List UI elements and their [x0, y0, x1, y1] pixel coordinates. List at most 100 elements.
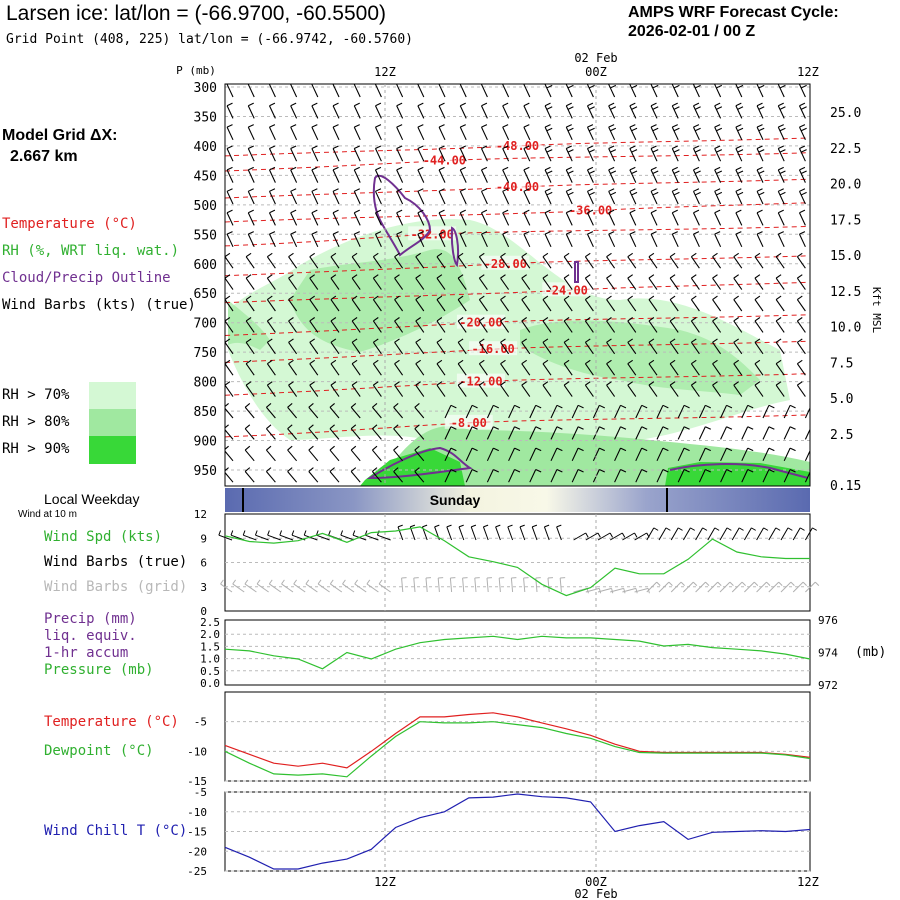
- wind-speed-tick: 12: [194, 508, 207, 521]
- surface-barb-flag: [218, 530, 222, 536]
- wind-barb-flag: [683, 469, 690, 473]
- wind-barb-staff: [529, 447, 537, 462]
- wind-barb-staff: [330, 384, 340, 397]
- surface-barb-flag: [611, 588, 614, 594]
- wind-barb-staff: [288, 277, 298, 290]
- surface-barb-grid: [634, 587, 649, 593]
- isotherm-line: [225, 340, 810, 363]
- wind-barb-flag: [669, 295, 676, 300]
- wind-barb-staff: [677, 469, 685, 483]
- wind-barb-staff: [353, 233, 361, 248]
- weekday-band: [225, 488, 810, 512]
- legend-rh70-swatch: [89, 382, 136, 409]
- top-tick-00z: 00Z: [585, 65, 607, 79]
- surface-barb-flag: [799, 527, 805, 531]
- legend-wind-barbs: Wind Barbs (kts) (true): [2, 297, 196, 313]
- wind-barb-flag: [245, 359, 252, 365]
- wind-barb-staff: [735, 191, 743, 205]
- wind-barb-staff: [775, 299, 785, 312]
- wind-barb-staff: [648, 299, 658, 312]
- wind-barb-staff: [671, 126, 679, 141]
- wind-barb-flag: [610, 149, 617, 153]
- wind-barb-flag: [493, 404, 499, 409]
- wind-barb-flag: [705, 447, 711, 452]
- wind-barb-flag: [735, 209, 742, 214]
- wind-barb-staff: [804, 406, 810, 419]
- wind-barb-staff: [486, 405, 494, 419]
- surface-barb-flag: [303, 530, 307, 536]
- wind-barb-flag: [799, 124, 806, 128]
- wind-barb-flag: [375, 102, 382, 107]
- precip-tick: 2.5: [200, 616, 220, 629]
- surface-barb-true: [573, 532, 586, 541]
- surface-barb-grid: [658, 581, 670, 593]
- isotherm-label: -32.00: [411, 227, 454, 241]
- wind-barb-flag: [778, 231, 784, 235]
- wind-barb-staff: [606, 363, 616, 376]
- surface-barb-flag: [519, 524, 525, 528]
- wind-barb-flag: [457, 381, 464, 386]
- wind-barb-flag: [354, 166, 360, 171]
- wind-barb-staff: [394, 299, 404, 312]
- wind-barb-flag: [650, 209, 657, 214]
- wind-barb-flag: [226, 166, 233, 171]
- wind-barb-flag: [631, 149, 638, 153]
- wind-barb-flag: [747, 426, 754, 430]
- surface-barb-grid: [244, 583, 257, 593]
- wind-barb-flag: [436, 359, 443, 365]
- wind-barb-staff: [438, 126, 446, 141]
- surface-barb-true: [585, 532, 599, 541]
- bottom-tick-12z-a: 12Z: [374, 875, 396, 889]
- wind-barb-staff: [396, 105, 404, 119]
- wind-barb-flag: [768, 426, 775, 430]
- surface-barb-flag: [340, 530, 344, 536]
- wind-barb-staff: [608, 169, 616, 183]
- wind-barb-flag: [567, 149, 574, 153]
- wind-barb-flag: [683, 447, 690, 452]
- wind-barb-flag: [225, 338, 231, 343]
- wind-barb-staff: [351, 320, 361, 333]
- wind-barb-staff: [265, 428, 276, 440]
- wind-barb-flag: [737, 170, 744, 175]
- surface-barb-grid: [293, 583, 306, 593]
- surface-barb-true: [543, 526, 550, 541]
- pressure-tick-label: 850: [194, 405, 217, 420]
- wind-barb-staff: [436, 277, 446, 290]
- wind-barb-flag: [587, 124, 594, 128]
- wind-barb-flag: [585, 359, 591, 365]
- surface-barb-true: [634, 532, 647, 541]
- wind-barb-staff: [353, 212, 361, 226]
- surface-barb-true: [597, 532, 611, 541]
- surface-barb-true: [743, 527, 752, 541]
- wind-barb-flag: [599, 426, 605, 430]
- wind-barb-flag: [269, 209, 276, 214]
- wind-barb-flag: [797, 359, 803, 365]
- wind-barb-staff: [268, 233, 276, 248]
- wind-barb-staff: [415, 299, 425, 312]
- surface-barb-flag: [726, 527, 732, 531]
- wind-barb-flag: [266, 424, 272, 430]
- wind-barb-flag: [436, 252, 443, 258]
- surface-barb-true: [658, 527, 667, 541]
- wind-barb-staff: [247, 233, 255, 248]
- surface-barb-true: [218, 534, 233, 541]
- wind-barb-flag: [733, 295, 740, 300]
- wind-barb-flag: [577, 447, 584, 452]
- wind-barb-flag: [450, 469, 457, 473]
- wind-barb-flag: [672, 209, 678, 214]
- wind-barb-staff: [698, 426, 706, 440]
- wind-barb-flag: [471, 447, 478, 452]
- wind-barb-staff: [268, 148, 276, 162]
- wind-barb-staff: [247, 212, 255, 226]
- wind-barb-flag: [290, 124, 297, 128]
- wind-barb-staff: [308, 428, 319, 440]
- wind-barb-staff: [415, 342, 425, 355]
- wind-barb-staff: [396, 233, 404, 248]
- wind-barb-staff: [523, 191, 531, 205]
- wind-barb-staff: [459, 191, 467, 205]
- isotherm-label-bg: [493, 137, 542, 152]
- wind-barb-staff: [714, 169, 722, 183]
- surface-barb-true: [377, 534, 391, 541]
- wind-barb-flag: [351, 295, 358, 300]
- wind-barb-staff: [798, 105, 806, 119]
